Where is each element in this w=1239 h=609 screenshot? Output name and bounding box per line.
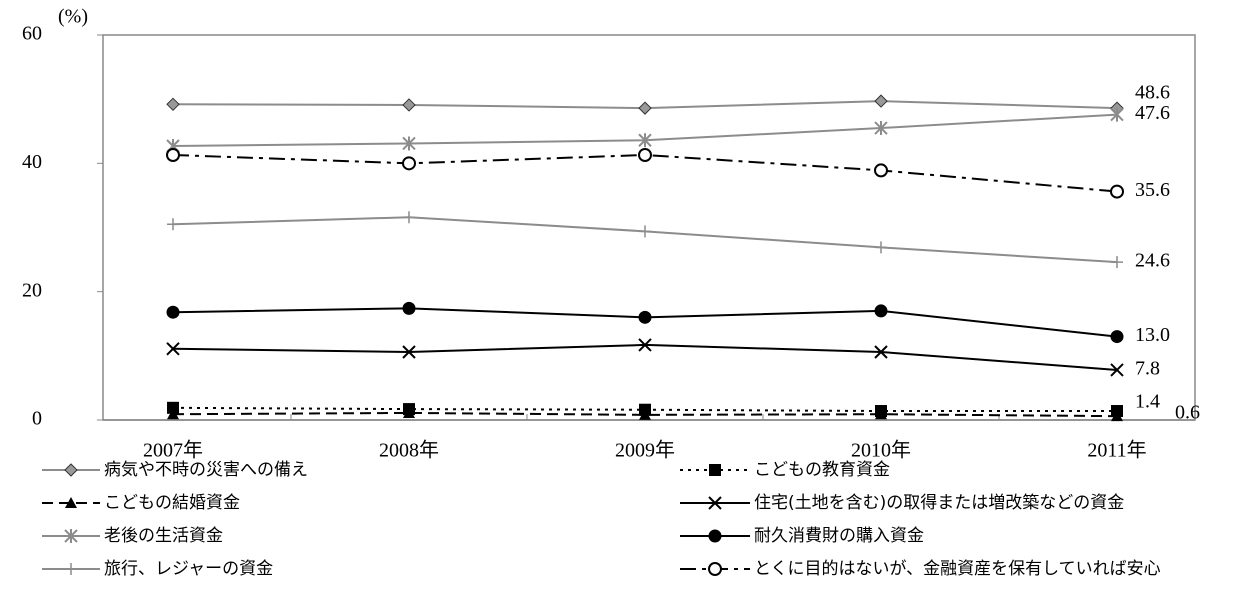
marker bbox=[638, 338, 652, 352]
marker bbox=[402, 98, 416, 112]
y-tick-label: 40 bbox=[22, 151, 42, 173]
legend-marker bbox=[65, 563, 77, 575]
marker bbox=[874, 163, 888, 178]
series-line bbox=[172, 411, 1118, 418]
legend-label: とくに目的はないが、金融資産を保有していれば安心 bbox=[754, 559, 1161, 579]
data-label: 0.6 bbox=[1175, 402, 1200, 424]
marker bbox=[1110, 107, 1124, 122]
series: 48.6 bbox=[166, 82, 1170, 115]
legend-label: こどもの教育資金 bbox=[754, 460, 890, 480]
legend-label: 老後の生活資金 bbox=[104, 526, 223, 546]
marker bbox=[402, 345, 416, 359]
legend-marker bbox=[708, 562, 722, 576]
data-label: 1.4 bbox=[1135, 391, 1160, 413]
marker bbox=[1110, 363, 1124, 377]
series-line bbox=[172, 216, 1118, 264]
legend-item: とくに目的はないが、金融資産を保有していれば安心 bbox=[680, 559, 1161, 579]
marker bbox=[402, 301, 416, 315]
marker bbox=[166, 97, 180, 112]
marker bbox=[167, 408, 179, 420]
marker bbox=[639, 408, 651, 420]
legend-label: 耐久消費財の購入資金 bbox=[754, 526, 924, 546]
legend-item: こどもの教育資金 bbox=[680, 460, 890, 480]
legend-marker bbox=[708, 529, 722, 543]
marker bbox=[875, 408, 887, 420]
marker bbox=[1111, 410, 1123, 422]
legend-item: 耐久消費財の購入資金 bbox=[680, 526, 924, 546]
y-tick-label: 0 bbox=[32, 408, 42, 430]
marker bbox=[402, 136, 416, 151]
marker bbox=[638, 310, 652, 324]
marker bbox=[1110, 330, 1124, 344]
legend-label: 旅行、レジャーの資金 bbox=[104, 559, 273, 579]
series: 13.0 bbox=[166, 301, 1170, 346]
marker bbox=[167, 218, 179, 231]
marker bbox=[638, 133, 652, 148]
data-label: 47.6 bbox=[1135, 102, 1170, 124]
legend-label: こどもの結婚資金 bbox=[104, 493, 240, 513]
legend-label: 病気や不時の災害への備え bbox=[104, 460, 308, 480]
marker bbox=[166, 305, 180, 319]
legend-label: 住宅(土地を含む)の取得または増改築などの資金 bbox=[754, 493, 1124, 513]
data-label: 48.6 bbox=[1135, 82, 1170, 104]
legend-marker bbox=[709, 464, 721, 476]
data-label: 7.8 bbox=[1135, 358, 1160, 380]
marker bbox=[1111, 256, 1123, 269]
marker bbox=[167, 401, 179, 414]
marker bbox=[874, 121, 888, 136]
marker bbox=[1110, 184, 1124, 199]
series-line bbox=[172, 343, 1118, 371]
x-tick-label: 2008年 bbox=[379, 439, 439, 462]
marker bbox=[166, 147, 180, 162]
legend-marker bbox=[708, 496, 722, 510]
plot-frame bbox=[102, 34, 1196, 421]
series: 24.6 bbox=[167, 211, 1170, 272]
marker bbox=[638, 101, 652, 115]
marker bbox=[874, 345, 888, 359]
series: 7.8 bbox=[166, 338, 1160, 380]
y-tick-label: 20 bbox=[22, 279, 42, 301]
marker bbox=[402, 156, 416, 171]
marker bbox=[403, 211, 415, 224]
data-label: 24.6 bbox=[1135, 250, 1170, 272]
legend-marker bbox=[65, 497, 77, 508]
series: 35.6 bbox=[166, 147, 1170, 201]
legend-item: 老後の生活資金 bbox=[42, 526, 223, 546]
legend-marker bbox=[64, 463, 78, 477]
marker bbox=[874, 304, 888, 318]
legend-marker bbox=[64, 529, 78, 543]
marker bbox=[875, 241, 887, 254]
marker bbox=[403, 406, 415, 418]
series: 47.6 bbox=[166, 102, 1170, 154]
data-label: 35.6 bbox=[1135, 179, 1170, 201]
legend-item: こどもの結婚資金 bbox=[42, 493, 240, 513]
marker bbox=[874, 94, 888, 108]
series: 0.6 bbox=[167, 402, 1200, 424]
x-tick-label: 2007年 bbox=[143, 439, 203, 462]
legend-item: 旅行、レジャーの資金 bbox=[42, 559, 273, 579]
x-tick-label: 2010年 bbox=[851, 439, 911, 462]
y-axis-label: (%) bbox=[58, 6, 88, 28]
legend-item: 病気や不時の災害への備え bbox=[42, 460, 308, 480]
marker bbox=[638, 147, 652, 162]
marker bbox=[166, 342, 180, 356]
y-tick-label: 60 bbox=[22, 23, 42, 45]
data-label: 13.0 bbox=[1135, 324, 1170, 346]
marker bbox=[639, 225, 651, 238]
x-tick-label: 2009年 bbox=[615, 439, 675, 462]
x-tick-label: 2011年 bbox=[1087, 439, 1146, 462]
legend-item: 住宅(土地を含む)の取得または増改築などの資金 bbox=[680, 493, 1124, 513]
